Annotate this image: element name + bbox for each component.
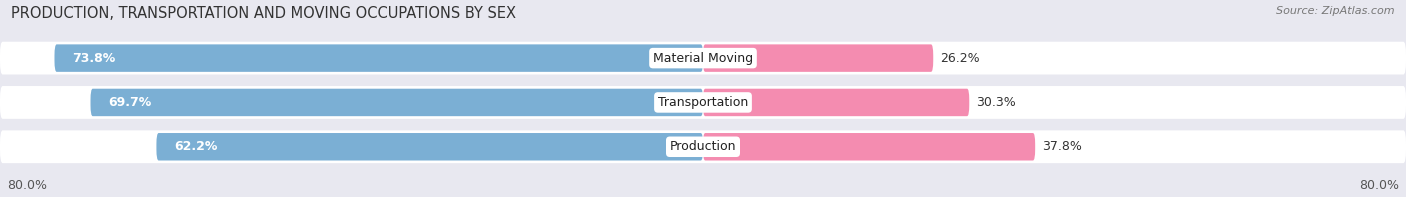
- Text: 80.0%: 80.0%: [7, 179, 46, 192]
- Text: Source: ZipAtlas.com: Source: ZipAtlas.com: [1277, 6, 1395, 16]
- FancyBboxPatch shape: [0, 130, 1406, 163]
- Text: Material Moving: Material Moving: [652, 52, 754, 65]
- Text: Production: Production: [669, 140, 737, 153]
- FancyBboxPatch shape: [55, 44, 703, 72]
- FancyBboxPatch shape: [156, 133, 703, 161]
- Text: 26.2%: 26.2%: [941, 52, 980, 65]
- Text: 62.2%: 62.2%: [174, 140, 218, 153]
- Text: 73.8%: 73.8%: [72, 52, 115, 65]
- Text: 80.0%: 80.0%: [1360, 179, 1399, 192]
- Text: 37.8%: 37.8%: [1042, 140, 1083, 153]
- Text: Transportation: Transportation: [658, 96, 748, 109]
- FancyBboxPatch shape: [703, 44, 934, 72]
- FancyBboxPatch shape: [0, 86, 1406, 119]
- FancyBboxPatch shape: [90, 89, 703, 116]
- Text: PRODUCTION, TRANSPORTATION AND MOVING OCCUPATIONS BY SEX: PRODUCTION, TRANSPORTATION AND MOVING OC…: [11, 6, 516, 21]
- Text: 69.7%: 69.7%: [108, 96, 152, 109]
- FancyBboxPatch shape: [703, 133, 1035, 161]
- FancyBboxPatch shape: [0, 42, 1406, 74]
- Text: 30.3%: 30.3%: [976, 96, 1017, 109]
- FancyBboxPatch shape: [703, 89, 969, 116]
